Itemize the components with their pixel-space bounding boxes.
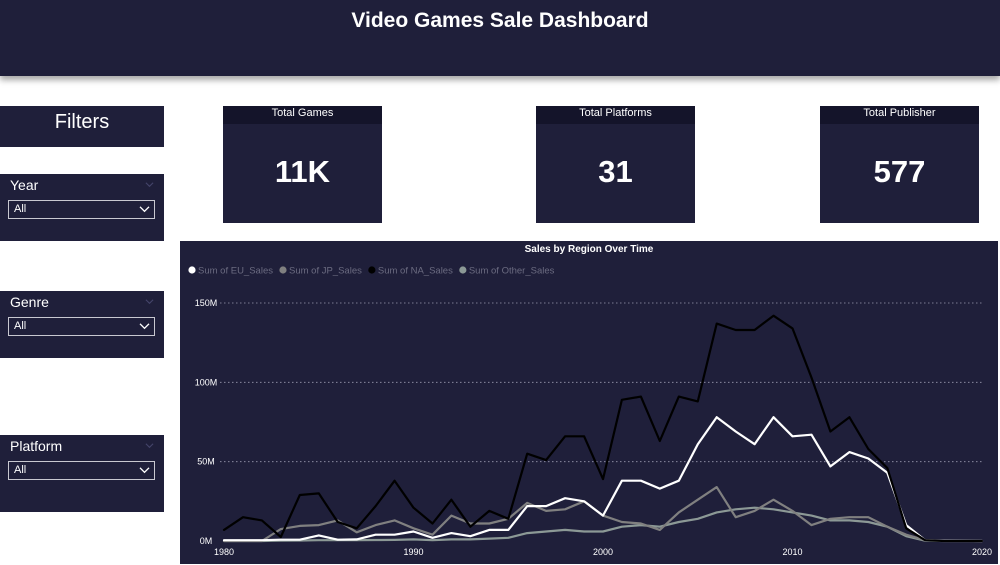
platform-slicer-label: Platform bbox=[10, 438, 63, 454]
legend-item[interactable]: Sum of EU_Sales bbox=[188, 266, 273, 277]
legend-marker bbox=[188, 266, 196, 274]
filters-title: Filters bbox=[0, 106, 164, 147]
x-tick-label: 2020 bbox=[972, 547, 992, 557]
chevron-down-icon[interactable] bbox=[145, 441, 154, 450]
header-bar: Video Games Sale Dashboard bbox=[0, 0, 1000, 76]
legend-item[interactable]: Sum of JP_Sales bbox=[279, 266, 362, 277]
y-tick-label: 150M bbox=[195, 298, 218, 308]
x-tick-label: 2010 bbox=[782, 547, 802, 557]
legend-label: Sum of EU_Sales bbox=[198, 266, 273, 277]
y-axis: 0M 50M 100M 150M bbox=[195, 298, 218, 546]
chevron-down-icon[interactable] bbox=[145, 297, 154, 306]
y-tick-label: 50M bbox=[197, 457, 215, 467]
platform-dropdown-value: All bbox=[14, 464, 27, 476]
kpi-value: 11K bbox=[274, 154, 331, 189]
chart-series bbox=[222, 314, 984, 543]
line-chart: Sales by Region Over Time Sum of EU_Sale… bbox=[188, 244, 992, 557]
x-tick-label: 1990 bbox=[403, 547, 423, 557]
kpi-header: Total Games bbox=[223, 106, 382, 124]
legend-marker bbox=[279, 266, 287, 274]
genre-dropdown[interactable]: All bbox=[8, 317, 155, 336]
kpi-label: Total Platforms bbox=[579, 107, 652, 119]
series-line-eu[interactable] bbox=[222, 416, 984, 543]
chart-legend: Sum of EU_Sales Sum of JP_Sales Sum of NA_… bbox=[188, 266, 555, 277]
legend-label: Sum of NA_Sales bbox=[378, 266, 453, 277]
series-line-na[interactable] bbox=[222, 314, 984, 543]
legend-item[interactable]: Sum of NA_Sales bbox=[368, 266, 453, 277]
kpi-label: Total Publisher bbox=[863, 107, 936, 119]
chevron-down-icon bbox=[139, 323, 150, 330]
page-title: Video Games Sale Dashboard bbox=[351, 9, 649, 32]
genre-slicer-label: Genre bbox=[10, 294, 49, 310]
genre-slicer: Genre All bbox=[0, 291, 164, 358]
genre-dropdown-value: All bbox=[14, 320, 27, 332]
chart-gridlines bbox=[220, 302, 982, 463]
platform-slicer: Platform All bbox=[0, 435, 164, 512]
legend-marker bbox=[459, 266, 467, 274]
kpi-card-total-platforms: Total Platforms 31 bbox=[536, 106, 695, 223]
kpi-card-total-games: Total Games 11K bbox=[223, 106, 382, 223]
year-slicer-label: Year bbox=[10, 177, 39, 193]
chevron-down-icon bbox=[139, 206, 150, 213]
year-dropdown[interactable]: All bbox=[8, 200, 155, 219]
sales-by-region-chart: Sales by Region Over Time Sum of EU_Sale… bbox=[180, 241, 998, 564]
legend-item[interactable]: Sum of Other_Sales bbox=[459, 266, 555, 277]
kpi-value: 577 bbox=[873, 154, 926, 189]
kpi-card-total-publisher: Total Publisher 577 bbox=[820, 106, 979, 223]
x-tick-label: 2000 bbox=[593, 547, 613, 557]
kpi-label: Total Games bbox=[271, 107, 334, 119]
chevron-down-icon bbox=[139, 467, 150, 474]
legend-marker bbox=[368, 266, 376, 274]
year-slicer: Year All bbox=[0, 174, 164, 241]
y-tick-label: 0M bbox=[200, 536, 213, 546]
chart-title: Sales by Region Over Time bbox=[525, 244, 654, 255]
kpi-header: Total Publisher bbox=[820, 106, 979, 124]
x-axis: 1980 1990 2000 2010 2020 bbox=[214, 547, 992, 557]
platform-dropdown[interactable]: All bbox=[8, 461, 155, 480]
legend-label: Sum of JP_Sales bbox=[289, 266, 362, 277]
legend-label: Sum of Other_Sales bbox=[469, 266, 555, 277]
series-line-other[interactable] bbox=[222, 506, 984, 543]
chevron-down-icon[interactable] bbox=[145, 180, 154, 189]
x-tick-label: 1980 bbox=[214, 547, 234, 557]
y-tick-label: 100M bbox=[195, 377, 218, 387]
kpi-value: 31 bbox=[598, 154, 633, 189]
year-dropdown-value: All bbox=[14, 203, 27, 215]
kpi-header: Total Platforms bbox=[536, 106, 695, 124]
